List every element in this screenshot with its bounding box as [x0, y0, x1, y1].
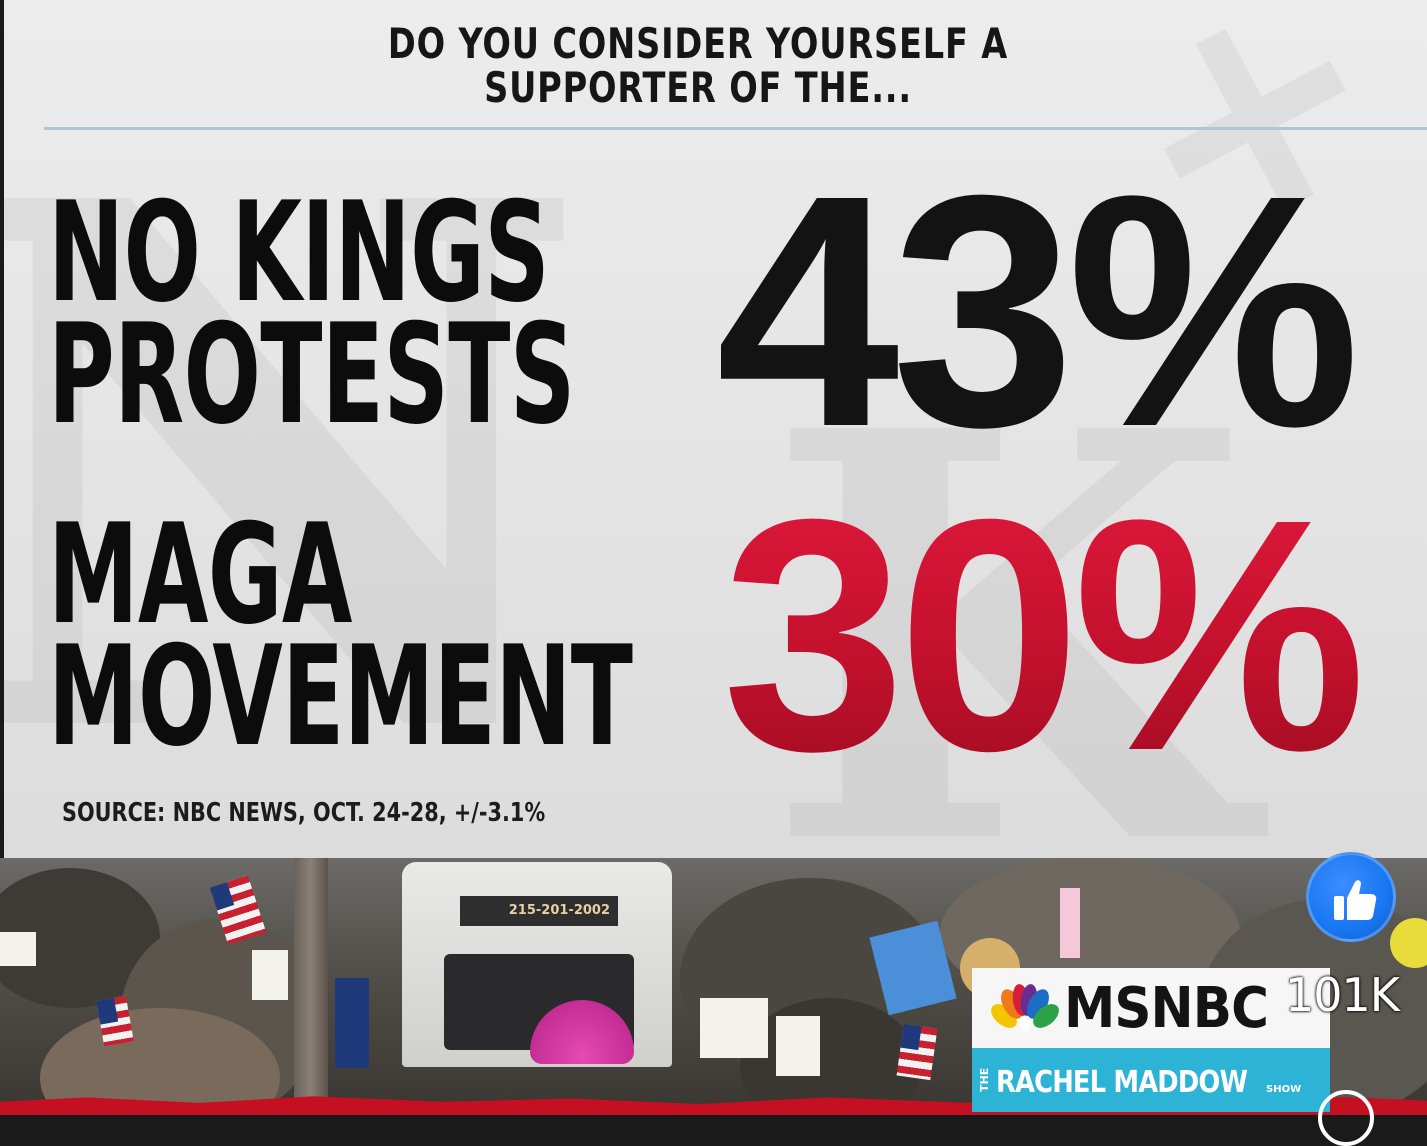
network-logo: MSNBC [972, 968, 1330, 1048]
divider-rule [44, 127, 1427, 130]
protest-sign [1060, 888, 1080, 958]
record-icon[interactable] [1318, 1090, 1374, 1146]
option-label-maga: MAGA MOVEMENT [48, 494, 633, 777]
protest-sign [252, 950, 288, 1000]
option-label-line: MAGA [48, 494, 352, 655]
show-banner: THE RACHEL MADDOW SHOW [972, 1048, 1330, 1112]
protest-sign [700, 998, 768, 1058]
like-count: 101K [1285, 968, 1400, 1022]
option-label-line: PROTESTS [48, 294, 575, 455]
poll-graphic: N K + DO YOU CONSIDER YOURSELF A SUPPORT… [4, 0, 1427, 858]
peacock-icon [991, 984, 1059, 1032]
blue-flag [335, 978, 369, 1068]
option-label-line: NO KINGS [48, 172, 550, 333]
poll-question-line: SUPPORTER OF THE... [484, 63, 912, 112]
poll-question: DO YOU CONSIDER YOURSELF A SUPPORTER OF … [143, 22, 1253, 110]
thumbs-up-icon [1334, 880, 1377, 920]
us-flag [896, 1023, 938, 1081]
background-watermark: N [4, 47, 593, 858]
background-watermark: K [764, 360, 1251, 858]
like-button[interactable] [1306, 852, 1396, 942]
crowd-shape [1390, 918, 1427, 968]
show-suffix: SHOW [1266, 1084, 1302, 1095]
street-pole [294, 858, 328, 1115]
show-prefix: THE [978, 1067, 991, 1092]
crowd-shape [740, 998, 920, 1115]
poll-question-line: DO YOU CONSIDER YOURSELF A [387, 19, 1009, 68]
percent-no-kings: 43% [716, 126, 1360, 495]
option-label-line: MOVEMENT [48, 616, 633, 777]
network-name: MSNBC [1064, 976, 1269, 1041]
van-sign: 215-201-2002 [460, 896, 618, 926]
show-name: RACHEL MADDOW [996, 1065, 1248, 1100]
percent-maga: 30% [722, 450, 1366, 819]
source-note: SOURCE: NBC NEWS, OCT. 24-28, +/-3.1% [62, 798, 546, 828]
crowd-shape [40, 1008, 280, 1115]
option-label-no-kings: NO KINGS PROTESTS [48, 172, 575, 455]
protest-sign [0, 932, 36, 966]
protest-sign [776, 1016, 820, 1076]
